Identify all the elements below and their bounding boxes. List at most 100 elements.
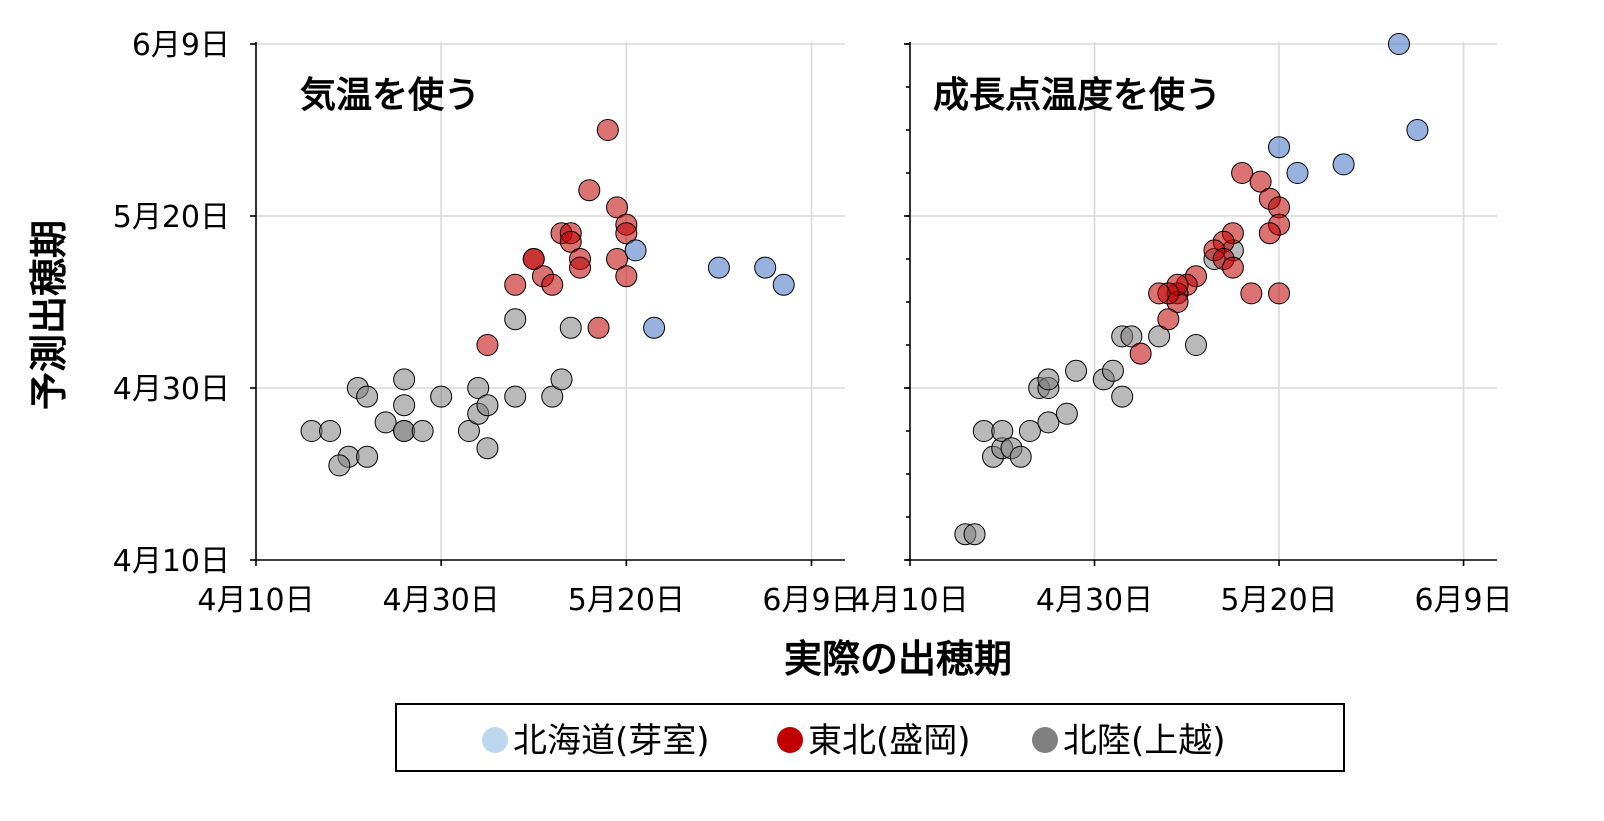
scatter-point bbox=[1258, 222, 1281, 245]
scatter-point bbox=[1055, 402, 1078, 425]
scatter-point bbox=[754, 256, 777, 279]
scatter-point bbox=[356, 445, 379, 468]
y-tick-label: 4月10日 bbox=[113, 544, 230, 579]
right-panel-title: 成長点温度を使う bbox=[933, 75, 1221, 116]
scatter-point bbox=[504, 385, 527, 408]
scatter-point bbox=[1240, 282, 1263, 305]
scatter-point bbox=[1037, 368, 1060, 391]
scatter-point bbox=[569, 256, 592, 279]
scatter-point bbox=[393, 420, 416, 442]
scatter-point bbox=[522, 248, 545, 270]
scatter-point bbox=[1332, 153, 1355, 176]
scatter-point bbox=[1268, 282, 1291, 305]
scatter-point bbox=[300, 420, 323, 442]
legend: 北海道(芽室) 東北(盛岡) 北陸(上越) bbox=[395, 703, 1345, 772]
x-axis-title: 実際の出穂期 bbox=[784, 637, 1012, 681]
x-tick-label: 4月10日 bbox=[851, 583, 968, 618]
scatter-point bbox=[1406, 119, 1429, 141]
scatter-point bbox=[504, 308, 527, 331]
x-tick-label: 6月9日 bbox=[762, 583, 860, 618]
scatter-point bbox=[1185, 334, 1207, 356]
scatter-point bbox=[550, 368, 573, 391]
scatter-point bbox=[606, 196, 629, 219]
scatter-point bbox=[1148, 282, 1171, 305]
y-tick-label: 4月30日 bbox=[113, 372, 230, 407]
scatter-point bbox=[1221, 256, 1244, 279]
right-grid bbox=[910, 42, 1497, 560]
scatter-point bbox=[1037, 411, 1060, 434]
left-tick-labels: 4月10日 4月30日 5月20日 6月9日 4月10日 4月30日 5月20日 6月9日 bbox=[113, 28, 861, 618]
scatter-point bbox=[328, 454, 351, 477]
scatter-point bbox=[596, 119, 619, 141]
left-scatter-panel: 4月10日 4月30日 5月20日 6月9日 4月10日 4月30日 5月20日 6月9日 気… bbox=[113, 28, 861, 618]
legend-item-tohoku: 東北(盛岡) bbox=[777, 721, 971, 761]
legend-label-hokkaido: 北海道(芽室) bbox=[513, 721, 710, 761]
scatter-point bbox=[606, 248, 629, 270]
scatter-point bbox=[1157, 308, 1180, 331]
legend-marker-hokkaido bbox=[482, 727, 508, 753]
scatter-point bbox=[1009, 445, 1032, 468]
scatter-point bbox=[476, 394, 499, 417]
right-scatter-panel: 4月10日 4月30日 5月20日 6月9日 成長点温度を使う bbox=[851, 33, 1513, 618]
scatter-point bbox=[707, 256, 730, 279]
scatter-point bbox=[476, 334, 499, 356]
scatter-point bbox=[541, 385, 564, 408]
scatter-point bbox=[1148, 325, 1171, 348]
scatter-point bbox=[559, 230, 582, 253]
scatter-point bbox=[1111, 385, 1134, 408]
scatter-point bbox=[963, 523, 986, 546]
right-points bbox=[954, 33, 1429, 546]
y-tick-label: 6月9日 bbox=[132, 28, 230, 63]
scatter-point bbox=[615, 222, 638, 245]
legend-label-hokuriku: 北陸(上越) bbox=[1063, 721, 1226, 761]
scatter-point bbox=[587, 316, 610, 339]
scatter-point bbox=[624, 239, 647, 262]
scatter-point bbox=[411, 420, 434, 442]
x-tick-label: 5月20日 bbox=[1220, 583, 1337, 618]
scatter-point bbox=[374, 411, 397, 434]
scatter-point bbox=[559, 316, 582, 339]
scatter-point bbox=[643, 316, 666, 339]
legend-marker-tohoku bbox=[777, 727, 803, 753]
scatter-point bbox=[972, 420, 995, 442]
scatter-point bbox=[430, 385, 453, 408]
x-tick-label: 5月20日 bbox=[568, 583, 685, 618]
x-tick-label: 4月10日 bbox=[197, 583, 314, 618]
x-tick-label: 4月30日 bbox=[383, 583, 500, 618]
x-tick-label: 4月30日 bbox=[1036, 583, 1153, 618]
left-grid bbox=[256, 42, 845, 560]
scatter-point bbox=[457, 420, 480, 442]
left-axes bbox=[250, 42, 845, 566]
scatter-point bbox=[1286, 162, 1309, 184]
scatter-point bbox=[1065, 359, 1088, 382]
scatter-point bbox=[991, 420, 1014, 442]
legend-marker-hokuriku bbox=[1032, 727, 1058, 753]
scatter-point bbox=[393, 368, 416, 391]
scatter-point bbox=[467, 377, 490, 399]
scatter-point bbox=[615, 265, 638, 288]
scatter-point bbox=[476, 437, 499, 460]
scatter-point bbox=[1120, 325, 1143, 348]
left-panel-title: 気温を使う bbox=[300, 75, 480, 116]
right-tick-labels: 4月10日 4月30日 5月20日 6月9日 bbox=[851, 583, 1512, 618]
scatter-point bbox=[1387, 33, 1410, 55]
scatter-point bbox=[393, 394, 416, 417]
legend-item-hokkaido: 北海道(芽室) bbox=[482, 721, 710, 761]
scatter-point bbox=[578, 179, 601, 202]
x-tick-label: 6月9日 bbox=[1414, 583, 1512, 618]
scatter-point bbox=[504, 273, 527, 296]
scatter-point bbox=[356, 385, 379, 408]
scatter-point bbox=[1129, 342, 1152, 365]
scatter-point bbox=[541, 273, 564, 296]
legend-item-hokuriku: 北陸(上越) bbox=[1032, 721, 1226, 761]
scatter-point bbox=[1268, 136, 1291, 159]
legend-label-tohoku: 東北(盛岡) bbox=[808, 721, 971, 761]
y-axis-title: 予測出穂期 bbox=[27, 220, 71, 410]
scatter-point bbox=[319, 420, 342, 442]
scatter-point bbox=[1101, 359, 1124, 382]
y-tick-label: 5月20日 bbox=[113, 200, 230, 235]
scatter-point bbox=[772, 273, 795, 296]
scatter-point bbox=[1249, 170, 1272, 193]
right-axes bbox=[904, 42, 1497, 566]
